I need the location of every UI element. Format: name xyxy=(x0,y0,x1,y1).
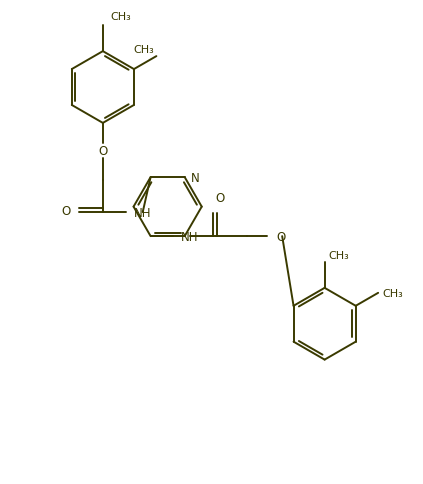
Text: CH₃: CH₃ xyxy=(133,45,154,55)
Text: O: O xyxy=(98,145,107,158)
Text: O: O xyxy=(276,230,286,243)
Text: N: N xyxy=(191,171,200,184)
Text: NH: NH xyxy=(181,230,198,243)
Text: NH: NH xyxy=(134,206,151,219)
Text: CH₃: CH₃ xyxy=(329,250,349,260)
Text: CH₃: CH₃ xyxy=(382,288,403,298)
Text: O: O xyxy=(62,204,71,217)
Text: O: O xyxy=(215,192,224,205)
Text: CH₃: CH₃ xyxy=(110,12,131,22)
